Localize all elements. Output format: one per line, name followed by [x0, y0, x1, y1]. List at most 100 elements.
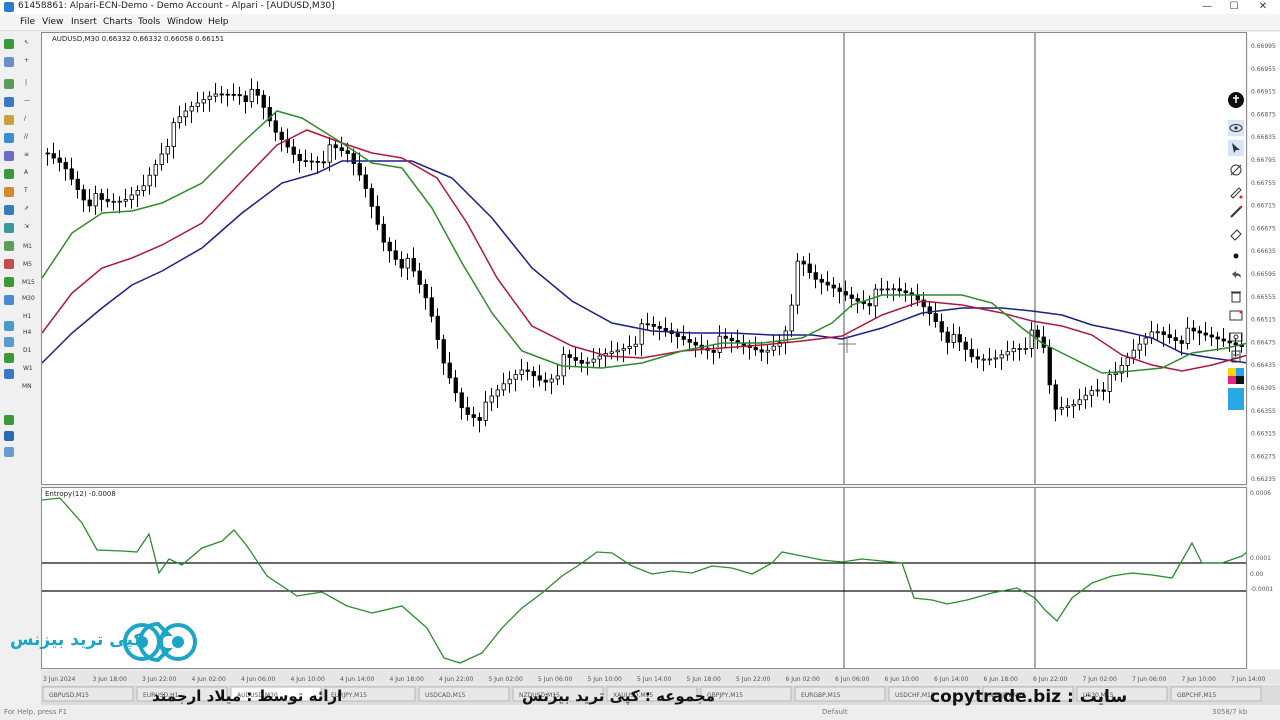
indicator-axis[interactable]: 0.0006 0.0001 0.00 -0.0001: [1248, 487, 1280, 669]
pitchfork-tool-icon[interactable]: ⇲: [24, 223, 30, 230]
anchor-icon[interactable]: [1228, 162, 1244, 178]
timeframe-m5[interactable]: M5: [23, 261, 32, 268]
chart-tab[interactable]: [512, 686, 604, 702]
fibonacci-tool-icon[interactable]: ≡: [24, 151, 30, 158]
pin-icon[interactable]: [1228, 92, 1244, 108]
menu-window[interactable]: Window: [167, 17, 203, 27]
close-button[interactable]: ✕: [1258, 1, 1268, 12]
candle-bearish: [357, 163, 362, 176]
menu-charts[interactable]: Charts: [103, 17, 133, 27]
timeframe-d1[interactable]: D1: [23, 347, 32, 354]
label-tool-icon[interactable]: T: [24, 187, 28, 194]
indicator-window[interactable]: Entropy(12) -0.0008: [41, 487, 1247, 669]
timeframe-m15[interactable]: M15: [22, 279, 35, 286]
candle-bearish: [711, 349, 716, 353]
horizontal-line-tool-icon[interactable]: —: [24, 97, 30, 104]
candle-bullish: [1119, 364, 1124, 374]
menu-insert[interactable]: Insert: [71, 17, 97, 27]
zoom-in-icon[interactable]: [4, 241, 14, 251]
eye-icon[interactable]: [1228, 120, 1244, 136]
minimize-button[interactable]: —: [1202, 1, 1212, 12]
period-icon[interactable]: [4, 369, 14, 379]
color-palette-icon[interactable]: [1228, 368, 1244, 384]
color-bar-icon[interactable]: [1228, 388, 1244, 410]
chart-tab[interactable]: [888, 686, 980, 702]
candle-bullish: [639, 323, 644, 345]
chart-tab[interactable]: [230, 686, 322, 702]
timeframe-m30[interactable]: M30: [22, 295, 35, 302]
chart-tab[interactable]: [1170, 686, 1262, 702]
price-chart[interactable]: AUDUSD,M30 0.66332 0.66332 0.66058 0.661…: [41, 32, 1247, 485]
trendline-tool-icon[interactable]: /: [24, 115, 27, 122]
menu-tools[interactable]: Tools: [138, 17, 161, 27]
candles-icon[interactable]: [4, 205, 14, 215]
chart-tab[interactable]: [1076, 686, 1168, 702]
vertical-line-tool-icon[interactable]: |: [25, 79, 28, 86]
chart-tab[interactable]: [324, 686, 416, 702]
arrow-tool-icon[interactable]: ⇗: [24, 205, 30, 212]
new-order-icon[interactable]: [4, 169, 14, 179]
candle-bearish: [51, 153, 56, 159]
timeframe-h1[interactable]: H1: [23, 313, 32, 320]
clipboard-icon[interactable]: [1228, 348, 1244, 364]
timeframe-h4[interactable]: H4: [23, 329, 32, 336]
zoom-out-icon[interactable]: [4, 259, 14, 269]
price-chart-canvas[interactable]: AUDUSD,M30 0.66332 0.66332 0.66058 0.661…: [42, 33, 1247, 485]
channel-tool-icon[interactable]: //: [24, 133, 29, 140]
trash-icon[interactable]: [1228, 288, 1244, 304]
navigator-icon[interactable]: [4, 97, 14, 107]
chart-tab[interactable]: [606, 686, 698, 702]
market-watch-icon[interactable]: [4, 79, 14, 89]
chart-tab[interactable]: [982, 686, 1074, 702]
undo-icon[interactable]: [1228, 268, 1244, 284]
chart-tab[interactable]: [794, 686, 886, 702]
screen-icon[interactable]: [1228, 308, 1244, 324]
pointer-icon[interactable]: [1228, 140, 1244, 156]
candle-bearish: [1209, 334, 1214, 338]
cursor-tool-icon[interactable]: ↖: [24, 39, 30, 46]
crosshair-tool-icon[interactable]: +: [24, 57, 30, 64]
pen-icon[interactable]: [1228, 204, 1244, 220]
templates-icon[interactable]: [4, 431, 14, 441]
strategy-tester-icon[interactable]: [4, 133, 14, 143]
indicators-icon[interactable]: [4, 415, 14, 425]
timeframe-m1[interactable]: M1: [23, 243, 32, 250]
eraser-icon[interactable]: [1228, 226, 1244, 242]
candle-bullish: [513, 374, 518, 380]
settings-icon[interactable]: [4, 447, 14, 457]
timeframe-w1[interactable]: W1: [23, 365, 33, 372]
text-tool-icon[interactable]: A: [24, 169, 29, 176]
timeframe-mn[interactable]: MN: [22, 383, 32, 390]
chart-bars-icon[interactable]: [4, 151, 14, 161]
profiles-icon[interactable]: [4, 57, 14, 67]
terminal-icon[interactable]: [4, 115, 14, 125]
candle-bearish: [453, 377, 458, 394]
candle-bearish: [303, 160, 308, 163]
highlighter-icon[interactable]: [1228, 184, 1244, 200]
indicator-canvas[interactable]: Entropy(12) -0.0008: [42, 488, 1247, 669]
dot-icon[interactable]: [1228, 248, 1244, 264]
grid-icon[interactable]: [4, 353, 14, 363]
menu-view[interactable]: View: [42, 17, 64, 27]
auto-trading-icon[interactable]: [4, 187, 14, 197]
chart-shift-icon[interactable]: [4, 295, 14, 305]
time-axis[interactable]: 3 Jun 2024 3 Jun 18:00 3 Jun 22:00 4 Jun 02…: [41, 670, 1280, 684]
camera-icon[interactable]: [1228, 328, 1244, 344]
price-axis[interactable]: 0.66995 0.66955 0.66915 0.66875 0.66835 0.667…: [1248, 32, 1280, 487]
candle-bullish: [591, 358, 596, 363]
menu-file[interactable]: File: [20, 17, 36, 27]
new-chart-icon[interactable]: [4, 39, 14, 49]
chart-tab[interactable]: [136, 686, 228, 702]
maximize-button[interactable]: ☐: [1229, 1, 1239, 12]
chart-tab[interactable]: [42, 686, 134, 702]
zoom-icon[interactable]: [4, 321, 14, 331]
time-axis-label: 6 Jun 14:00: [934, 676, 968, 683]
entropy-line: [42, 497, 1246, 664]
tile-windows-icon[interactable]: [4, 277, 14, 287]
menu-help[interactable]: Help: [208, 17, 229, 27]
chart-tab[interactable]: [700, 686, 792, 702]
candle-bullish: [951, 334, 956, 343]
line-chart-icon[interactable]: [4, 223, 14, 233]
chart-tab[interactable]: [418, 686, 510, 702]
zoom-out-small-icon[interactable]: [4, 337, 14, 347]
